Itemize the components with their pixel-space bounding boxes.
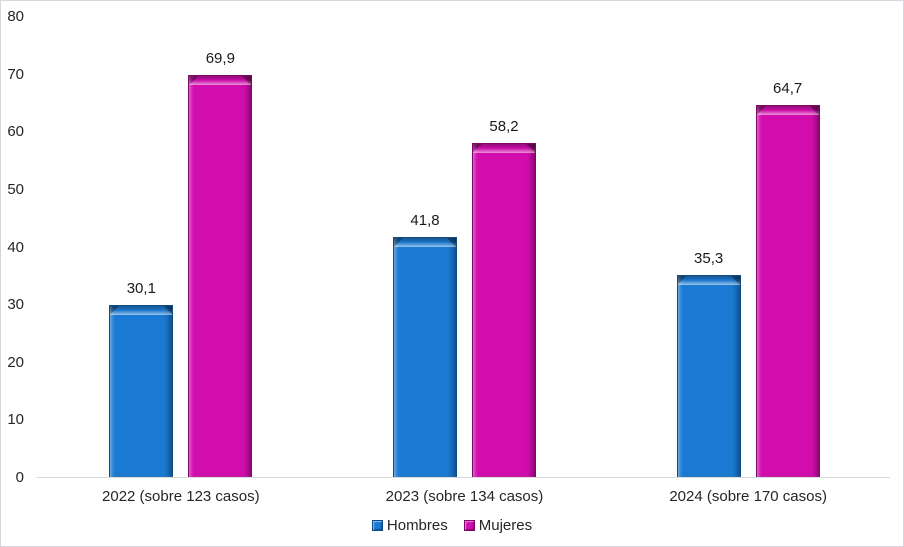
legend-item-mujeres: Mujeres bbox=[463, 517, 533, 534]
legend-marker-mujeres bbox=[463, 520, 475, 531]
bevel-corner bbox=[110, 305, 120, 315]
bevel-corner bbox=[163, 305, 173, 315]
bevel-corner bbox=[189, 76, 199, 86]
y-axis-tick-label: 70 bbox=[7, 65, 24, 83]
bar-bevel bbox=[189, 76, 252, 86]
bevel-corner bbox=[447, 238, 456, 248]
bevel-corner bbox=[394, 238, 403, 248]
y-axis-tick-label: 0 bbox=[15, 469, 24, 486]
y-axis-tick-label: 20 bbox=[7, 353, 24, 371]
bevel-corner bbox=[677, 275, 687, 285]
y-axis-tick-label: 40 bbox=[7, 238, 24, 256]
bar-bevel bbox=[756, 106, 819, 116]
x-axis-label: 2023 (sobre 134 casos) bbox=[385, 488, 544, 505]
legend-label: Hombres bbox=[386, 517, 448, 534]
y-axis-tick-label: 10 bbox=[7, 411, 24, 429]
bevel-corner bbox=[242, 76, 252, 86]
bevel-corner bbox=[473, 143, 482, 153]
bar-mujeres-2023 bbox=[472, 142, 536, 478]
bar-bevel bbox=[110, 305, 173, 315]
bar-hombres-2022 bbox=[109, 304, 174, 478]
legend: Hombres Mujeres bbox=[1, 517, 903, 534]
bar-hombres-2024 bbox=[676, 274, 741, 478]
bar-value-label: 35,3 bbox=[694, 249, 724, 267]
x-axis-label: 2022 (sobre 123 casos) bbox=[102, 488, 260, 505]
bar-value-label: 41,8 bbox=[410, 212, 440, 230]
legend-label: Mujeres bbox=[478, 517, 533, 534]
bar-value-label: 58,2 bbox=[489, 117, 519, 135]
y-axis-tick-label: 60 bbox=[7, 123, 24, 141]
x-axis-label: 2024 (sobre 170 casos) bbox=[669, 488, 827, 505]
bevel-corner bbox=[809, 106, 819, 116]
bar-value-label: 69,9 bbox=[205, 50, 235, 68]
bar-hombres-2023 bbox=[393, 237, 457, 478]
bar-mujeres-2022 bbox=[188, 75, 253, 478]
bar-bevel bbox=[394, 238, 456, 248]
legend-item-hombres: Hombres bbox=[371, 517, 448, 534]
y-axis-tick-label: 80 bbox=[7, 8, 24, 25]
y-axis-tick-label: 30 bbox=[7, 296, 24, 314]
bar-value-label: 64,7 bbox=[773, 80, 803, 98]
bar-mujeres-2024 bbox=[755, 105, 820, 478]
y-axis-tick-label: 50 bbox=[7, 180, 24, 198]
bar-value-label: 30,1 bbox=[126, 279, 156, 297]
bar-bevel bbox=[473, 143, 535, 153]
bevel-corner bbox=[756, 106, 766, 116]
bevel-corner bbox=[730, 275, 740, 285]
bevel-corner bbox=[526, 143, 535, 153]
bar-bevel bbox=[677, 275, 740, 285]
x-axis-line bbox=[36, 477, 890, 478]
legend-marker-hombres bbox=[371, 520, 383, 531]
